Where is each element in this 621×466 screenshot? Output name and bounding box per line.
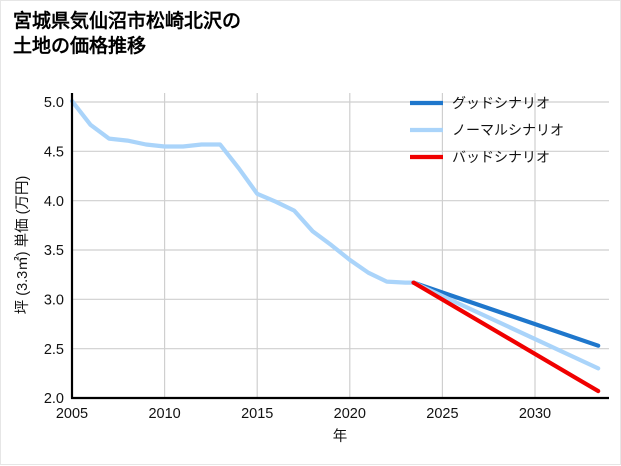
x-tick-label: 2010 — [148, 406, 180, 422]
page-title: 宮城県気仙沼市松崎北沢の 土地の価格推移 — [13, 11, 242, 58]
series-historical — [69, 99, 416, 285]
series-bad-scenario — [411, 280, 601, 394]
legend-label-normal: ノーマルシナリオ — [452, 122, 564, 138]
x-tick-label: 2005 — [56, 406, 88, 422]
y-tick-label: 5.0 — [44, 95, 64, 111]
x-tick-label: 2015 — [241, 406, 273, 422]
y-tick-labels: 5.0 4.5 4.0 3.5 3.0 2.5 2.0 — [44, 95, 64, 407]
series-normal-scenario — [411, 280, 601, 371]
x-tick-labels: 2005 2010 2015 2020 2025 2030 — [56, 406, 551, 422]
legend-label-bad: バッドシナリオ — [452, 149, 550, 165]
x-axis-title: 年 — [333, 428, 348, 445]
chart-legend: グッドシナリオ ノーマルシナリオ バッドシナリオ — [410, 95, 564, 165]
y-gridlines — [72, 101, 609, 350]
series-good-scenario — [411, 280, 601, 348]
y-tick-label: 3.0 — [44, 293, 64, 309]
x-tick-label: 2020 — [334, 406, 366, 422]
y-tick-label: 4.5 — [44, 145, 64, 161]
legend-label-good: グッドシナリオ — [452, 95, 550, 111]
y-tick-label: 2.0 — [44, 391, 64, 407]
x-tick-label: 2030 — [519, 406, 551, 422]
x-tick-label: 2025 — [426, 406, 458, 422]
y-tick-label: 4.0 — [44, 194, 64, 210]
y-tick-label: 3.5 — [44, 243, 64, 259]
x-gridlines — [164, 93, 536, 398]
y-axis-title: 坪 (3.3㎡) 単価 (万円) — [14, 176, 31, 315]
y-tick-label: 2.5 — [44, 342, 64, 358]
